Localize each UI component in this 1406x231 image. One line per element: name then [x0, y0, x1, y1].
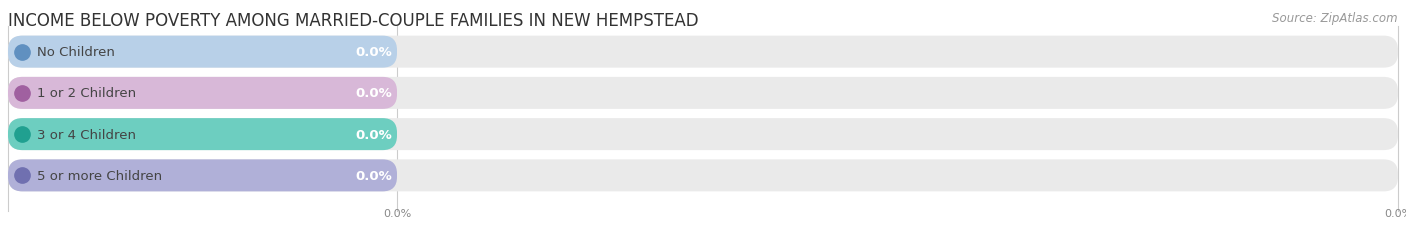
FancyBboxPatch shape [8, 160, 1398, 191]
Text: 0.0%: 0.0% [1384, 208, 1406, 218]
FancyBboxPatch shape [8, 78, 396, 109]
Text: 0.0%: 0.0% [382, 208, 411, 218]
Text: 0.0%: 0.0% [356, 169, 392, 182]
FancyBboxPatch shape [8, 36, 396, 68]
Text: 0.0%: 0.0% [356, 87, 392, 100]
Text: Source: ZipAtlas.com: Source: ZipAtlas.com [1272, 12, 1398, 25]
FancyBboxPatch shape [8, 78, 1398, 109]
Text: 0.0%: 0.0% [356, 128, 392, 141]
Text: 3 or 4 Children: 3 or 4 Children [37, 128, 136, 141]
FancyBboxPatch shape [8, 119, 396, 150]
Text: No Children: No Children [37, 46, 115, 59]
Text: INCOME BELOW POVERTY AMONG MARRIED-COUPLE FAMILIES IN NEW HEMPSTEAD: INCOME BELOW POVERTY AMONG MARRIED-COUPL… [8, 12, 699, 30]
FancyBboxPatch shape [8, 119, 1398, 150]
Text: 0.0%: 0.0% [356, 46, 392, 59]
FancyBboxPatch shape [8, 36, 1398, 68]
Text: 5 or more Children: 5 or more Children [37, 169, 162, 182]
Text: 1 or 2 Children: 1 or 2 Children [37, 87, 136, 100]
FancyBboxPatch shape [8, 160, 396, 191]
